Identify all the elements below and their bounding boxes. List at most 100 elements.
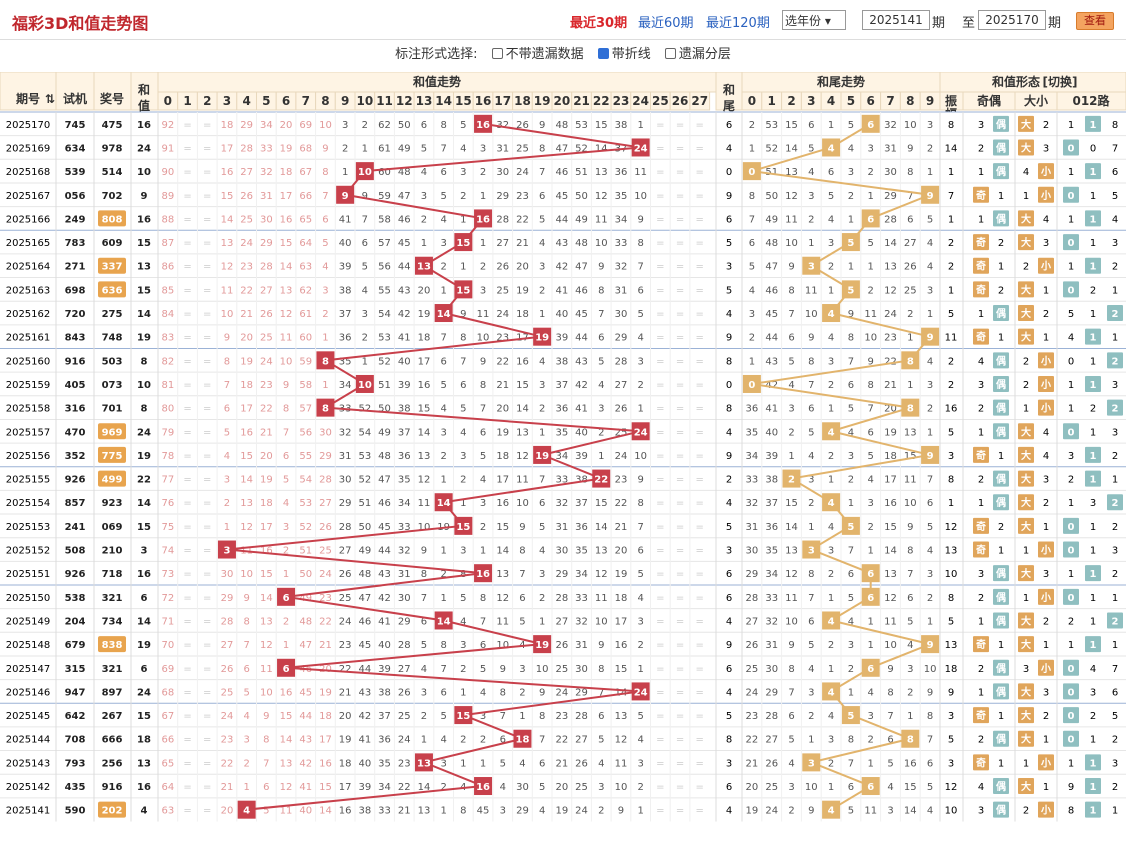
sum-miss-value: 43	[555, 238, 568, 249]
year-select[interactable]: 选年份 ▾	[782, 10, 846, 30]
sum-miss-value: =	[183, 735, 191, 746]
sum-miss-value: =	[656, 309, 664, 320]
sum-miss-value: 45	[398, 238, 411, 249]
tail-ball-value: 4	[828, 616, 835, 627]
option-layered[interactable]: 遗漏分层	[664, 47, 731, 62]
sum-miss-value: =	[696, 214, 704, 225]
sum-miss-value: 4	[637, 333, 643, 344]
sum-miss-value: =	[676, 593, 684, 604]
even-miss: 1	[998, 333, 1004, 344]
big-badge	[1018, 470, 1034, 487]
sum-miss-value: 31	[555, 522, 568, 533]
even-badge	[993, 423, 1009, 440]
even-miss: 1	[998, 546, 1004, 557]
period-link-60[interactable]: 最近60期	[638, 16, 694, 31]
sum-miss-value: 62	[378, 120, 391, 131]
sum-miss-value: 24	[516, 167, 529, 178]
sum-miss-value: 3	[539, 380, 545, 391]
tail-miss-value: 21	[746, 758, 759, 769]
sum-miss-value: 32	[496, 120, 509, 131]
sum-miss-value: 83	[161, 333, 174, 344]
tail-miss-value: 1	[927, 167, 933, 178]
sum-miss-value: 53	[358, 451, 371, 462]
road-miss: 1	[1090, 309, 1096, 320]
tail-miss-value: 27	[746, 616, 759, 627]
sum-ball	[454, 280, 473, 299]
sum-miss-value: 82	[161, 356, 174, 367]
option-no-missing[interactable]: 不带遗漏数据	[491, 47, 584, 62]
sum-miss-value: 69	[299, 120, 312, 131]
sum-miss-value: 12	[516, 451, 529, 462]
amp-cell: 3	[948, 451, 954, 462]
tail-miss-value: 32	[884, 120, 897, 131]
sum-axis-label: 22	[593, 94, 610, 108]
sum-axis-cell	[689, 91, 711, 111]
big-miss: 2	[1023, 262, 1029, 273]
sum-miss-value: 4	[440, 404, 446, 415]
road-miss: 3	[1112, 380, 1118, 391]
tail-miss-value: 3	[927, 285, 933, 296]
tail-miss-value: 1	[828, 120, 834, 131]
sum-miss-value: 6	[480, 640, 486, 651]
sum-miss-value: 5	[480, 451, 486, 462]
sum-miss-value: 3	[283, 522, 289, 533]
sum-miss-value: 25	[575, 782, 588, 793]
sum-miss-value: 3	[637, 356, 643, 367]
tail-ball	[822, 304, 841, 323]
option-polyline[interactable]: 带折线	[597, 47, 651, 62]
period-link-30[interactable]: 最近30期	[570, 16, 628, 31]
sum-miss-value: 26	[339, 569, 352, 580]
sum-miss-value: 42	[555, 262, 568, 273]
tail-ball-value: 9	[927, 333, 934, 344]
big-badge-text: 大	[1021, 425, 1031, 438]
prize-cell: 969	[102, 427, 123, 438]
issue-to-input[interactable]: 2025170	[978, 10, 1046, 30]
odd-miss: 2	[978, 664, 984, 675]
prize-cell: 321	[102, 664, 123, 675]
checkbox-checked-icon[interactable]	[597, 48, 609, 59]
big-badge	[1018, 305, 1034, 322]
sum-miss-value: =	[656, 640, 664, 651]
sum-miss-value: 3	[440, 758, 446, 769]
tail-miss-value: 5	[848, 120, 854, 131]
road-badge-text: 1	[1090, 569, 1097, 580]
prize-cell: 503	[102, 356, 123, 367]
big-miss: 3	[1023, 664, 1029, 675]
road-miss: 2	[1112, 569, 1118, 580]
sum-miss-value: 3	[440, 427, 446, 438]
checkbox-icon[interactable]	[664, 48, 676, 59]
switch-link[interactable]: [切换]	[1043, 74, 1078, 89]
query-button[interactable]: 查看	[1076, 12, 1114, 30]
sum-miss-value: 1	[598, 451, 604, 462]
big-badge-text: 大	[1021, 520, 1031, 533]
prize-highlight	[98, 801, 126, 818]
tail-miss-value: 8	[788, 664, 794, 675]
period-link-120[interactable]: 最近120期	[706, 16, 770, 31]
sum-ball-value: 14	[437, 498, 451, 509]
issue-from-input[interactable]: 2025141	[862, 10, 930, 30]
sum-miss-value: 36	[615, 167, 628, 178]
checkbox-icon[interactable]	[491, 48, 503, 59]
big-badge-text: 大	[1021, 685, 1031, 698]
issue-cell: 2025144	[6, 735, 51, 746]
big-badge-text: 大	[1021, 473, 1031, 486]
sum-miss-value: =	[656, 546, 664, 557]
tail-ball	[802, 753, 821, 772]
sum-miss-value: 52	[575, 143, 588, 154]
sum-miss-value: 13	[418, 806, 431, 817]
sum-miss-value: =	[656, 427, 664, 438]
sum-miss-value: 46	[358, 616, 371, 627]
prize-highlight	[98, 257, 126, 274]
sum-miss-value: 10	[536, 664, 549, 675]
sum-miss-value: 5	[421, 143, 427, 154]
sum-miss-value: 4	[480, 475, 486, 486]
sum-miss-value: 14	[418, 427, 431, 438]
sum-miss-value: 47	[398, 191, 411, 202]
road-badge	[1063, 588, 1079, 605]
sum-axis-label: 14	[435, 94, 452, 108]
sum-miss-value: 15	[240, 451, 253, 462]
sum-cell: 15	[137, 285, 151, 296]
tail-miss-value: 7	[927, 735, 933, 746]
sum-miss-value: 84	[161, 309, 174, 320]
road-badge-text: 2	[1112, 309, 1119, 320]
